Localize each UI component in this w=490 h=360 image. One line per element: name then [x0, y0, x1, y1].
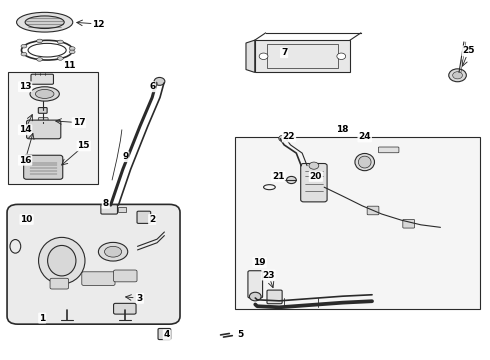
- Ellipse shape: [35, 89, 54, 98]
- Ellipse shape: [69, 47, 75, 50]
- FancyBboxPatch shape: [101, 205, 118, 214]
- FancyBboxPatch shape: [114, 270, 137, 282]
- Text: 2: 2: [149, 215, 155, 224]
- FancyBboxPatch shape: [378, 147, 399, 153]
- Ellipse shape: [104, 246, 122, 257]
- FancyBboxPatch shape: [114, 303, 136, 314]
- Text: 22: 22: [283, 132, 295, 141]
- Text: 20: 20: [310, 172, 322, 181]
- Ellipse shape: [39, 237, 85, 284]
- Text: 4: 4: [164, 330, 170, 339]
- Text: 9: 9: [122, 152, 128, 161]
- FancyBboxPatch shape: [301, 163, 327, 202]
- Ellipse shape: [48, 246, 76, 276]
- Text: 1: 1: [39, 314, 46, 323]
- Text: 19: 19: [253, 258, 266, 267]
- Bar: [235, 137, 480, 309]
- Circle shape: [249, 292, 261, 301]
- Ellipse shape: [21, 52, 27, 56]
- Text: 16: 16: [19, 156, 31, 165]
- Polygon shape: [255, 40, 350, 72]
- Text: 3: 3: [137, 294, 143, 303]
- Ellipse shape: [57, 57, 63, 60]
- Ellipse shape: [355, 153, 374, 171]
- FancyBboxPatch shape: [267, 290, 282, 304]
- Circle shape: [309, 162, 319, 169]
- Text: 24: 24: [358, 132, 371, 141]
- Circle shape: [449, 69, 466, 82]
- FancyBboxPatch shape: [26, 120, 61, 139]
- Polygon shape: [246, 40, 255, 72]
- Text: 25: 25: [463, 46, 475, 55]
- FancyBboxPatch shape: [7, 204, 180, 324]
- FancyBboxPatch shape: [137, 211, 151, 224]
- FancyBboxPatch shape: [38, 108, 47, 113]
- Text: 17: 17: [73, 118, 85, 127]
- Circle shape: [154, 77, 165, 85]
- Text: 11: 11: [63, 61, 75, 70]
- Text: 18: 18: [337, 125, 349, 134]
- Text: 12: 12: [92, 19, 105, 28]
- Ellipse shape: [358, 156, 371, 168]
- Circle shape: [453, 72, 463, 79]
- Ellipse shape: [98, 242, 128, 261]
- FancyBboxPatch shape: [38, 118, 48, 123]
- Ellipse shape: [21, 44, 27, 48]
- FancyBboxPatch shape: [367, 206, 379, 215]
- Ellipse shape: [57, 40, 63, 44]
- FancyBboxPatch shape: [50, 278, 69, 289]
- FancyBboxPatch shape: [24, 155, 63, 179]
- Text: 14: 14: [19, 125, 31, 134]
- Text: 23: 23: [262, 270, 275, 279]
- Text: 13: 13: [19, 82, 31, 91]
- Ellipse shape: [37, 39, 43, 43]
- Circle shape: [279, 135, 288, 141]
- Text: 8: 8: [102, 199, 109, 208]
- Text: 5: 5: [237, 330, 243, 339]
- Ellipse shape: [25, 16, 64, 28]
- FancyBboxPatch shape: [158, 328, 171, 339]
- FancyBboxPatch shape: [403, 220, 415, 228]
- Ellipse shape: [37, 58, 43, 61]
- Circle shape: [287, 176, 296, 184]
- Bar: [8, 72, 98, 184]
- Text: 10: 10: [21, 215, 33, 224]
- Bar: [118, 207, 126, 212]
- Bar: [267, 44, 338, 68]
- Ellipse shape: [30, 87, 59, 101]
- FancyBboxPatch shape: [82, 272, 115, 285]
- FancyBboxPatch shape: [248, 271, 263, 298]
- Text: 6: 6: [149, 82, 155, 91]
- Ellipse shape: [69, 50, 75, 54]
- FancyBboxPatch shape: [31, 74, 53, 84]
- Text: 15: 15: [77, 141, 90, 150]
- Ellipse shape: [17, 12, 73, 32]
- Circle shape: [337, 53, 345, 59]
- Text: 7: 7: [281, 48, 287, 57]
- Text: 21: 21: [272, 172, 285, 181]
- Circle shape: [259, 53, 268, 59]
